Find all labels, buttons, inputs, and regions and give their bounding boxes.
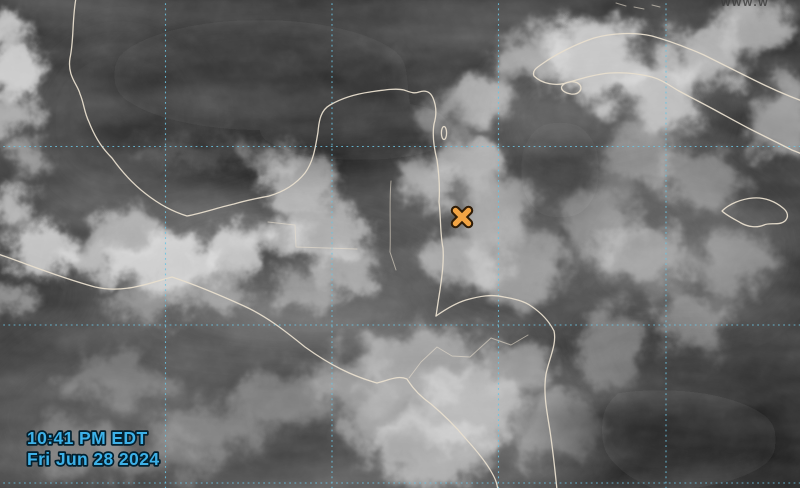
timestamp-line1: 10:41 PM EDT <box>27 428 148 448</box>
border-honduras <box>408 334 529 379</box>
coastline-cuba <box>532 32 800 154</box>
coastline-mexico-yucatan <box>68 0 444 317</box>
coastline-honduras-nicaragua <box>435 294 558 488</box>
marker-x-glyph <box>452 207 472 227</box>
coastline-isla-juventud <box>560 81 582 95</box>
coastline-pacific-central-america <box>0 253 499 488</box>
timestamp-line2: Fri Jun 28 2024 <box>27 449 159 469</box>
borders <box>267 180 529 379</box>
islet-cozumel <box>440 125 448 141</box>
border-belize-guatemala <box>389 180 397 271</box>
coastline-florida-keys <box>615 2 661 10</box>
border-mexico-guatemala <box>267 221 358 250</box>
disturbance-marker <box>450 205 474 229</box>
timestamp: 10:41 PM EDT Fri Jun 28 2024 <box>25 426 160 470</box>
coastline-jamaica <box>721 197 789 228</box>
watermark-text: www.w <box>720 0 769 9</box>
